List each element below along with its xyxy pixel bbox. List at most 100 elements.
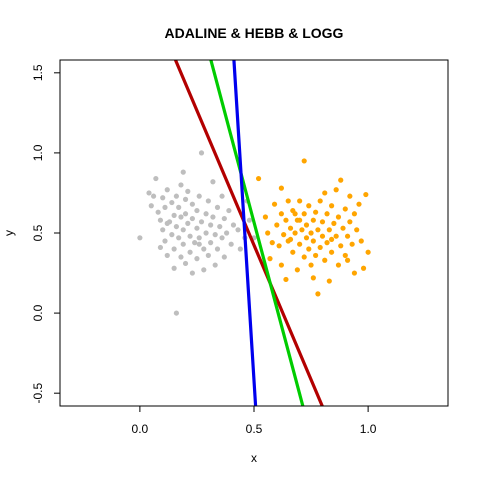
data-point-series-2 (351, 270, 358, 276)
data-point-series-2 (276, 243, 282, 249)
data-point-series-2 (306, 246, 312, 252)
data-point-series-2 (285, 198, 291, 204)
data-point-series-2 (262, 214, 269, 220)
data-point-series-1 (210, 214, 216, 220)
data-point-series-2 (308, 262, 314, 268)
data-point-series-1 (201, 246, 207, 252)
data-point-series-1 (224, 230, 230, 236)
data-point-series-2 (347, 219, 353, 225)
data-point-series-2 (356, 201, 362, 207)
data-point-series-1 (228, 241, 234, 247)
data-point-series-2 (290, 249, 296, 255)
data-point-series-1 (164, 187, 170, 193)
data-point-series-2 (308, 230, 314, 236)
data-point-series-1 (155, 209, 161, 215)
data-point-series-2 (329, 203, 335, 209)
data-point-series-2 (292, 211, 298, 217)
data-point-series-1 (203, 230, 209, 236)
data-point-series-2 (294, 267, 300, 273)
data-point-series-1 (153, 175, 159, 182)
data-point-series-2 (326, 278, 332, 284)
data-point-series-1 (178, 214, 184, 220)
data-point-series-1 (189, 270, 195, 276)
data-point-series-2 (297, 241, 303, 247)
data-point-series-2 (301, 254, 307, 260)
data-point-series-1 (205, 198, 211, 204)
data-point-series-2 (347, 193, 353, 199)
data-point-series-2 (342, 206, 348, 212)
data-point-series-2 (271, 201, 278, 207)
data-point-series-1 (226, 207, 232, 214)
data-point-series-2 (317, 244, 323, 251)
data-point-series-1 (180, 169, 186, 175)
data-point-series-1 (148, 203, 154, 209)
data-point-series-1 (137, 235, 143, 241)
data-point-series-1 (196, 241, 202, 247)
data-point-series-1 (198, 219, 205, 225)
data-point-series-2 (326, 227, 332, 233)
data-point-series-1 (185, 188, 191, 194)
data-point-series-1 (201, 267, 207, 273)
data-point-series-1 (157, 244, 164, 251)
boundary-line-1 (174, 60, 324, 406)
data-point-series-2 (331, 220, 337, 226)
data-point-series-2 (333, 233, 339, 239)
data-point-series-1 (171, 246, 177, 252)
data-point-series-1 (150, 193, 157, 199)
data-point-series-2 (358, 238, 364, 244)
data-point-series-2 (363, 191, 369, 198)
data-point-series-2 (283, 217, 289, 223)
data-point-series-1 (180, 227, 186, 233)
data-point-series-2 (315, 227, 321, 233)
data-point-series-2 (333, 187, 339, 193)
data-point-series-2 (306, 203, 312, 209)
data-point-series-2 (354, 227, 360, 233)
data-point-series-2 (324, 211, 330, 217)
data-point-series-1 (212, 232, 218, 238)
y-tick-label: 1.5 (31, 64, 45, 81)
data-point-series-1 (219, 193, 225, 199)
data-point-series-1 (208, 240, 214, 246)
data-point-series-2 (301, 158, 307, 164)
data-point-series-1 (203, 211, 209, 217)
data-point-series-2 (297, 198, 303, 204)
x-tick-label: 0.0 (132, 422, 149, 436)
data-point-series-2 (342, 252, 348, 259)
data-point-series-1 (194, 207, 200, 214)
data-point-series-2 (303, 222, 310, 228)
data-point-series-1 (214, 246, 221, 252)
data-point-series-1 (157, 217, 164, 223)
data-point-series-1 (176, 235, 182, 241)
data-point-series-2 (299, 227, 305, 233)
data-point-series-2 (324, 240, 330, 246)
data-point-series-2 (310, 238, 316, 244)
data-point-series-1 (176, 204, 182, 210)
data-point-series-2 (287, 225, 294, 231)
data-point-series-2 (281, 232, 287, 238)
data-point-series-1 (219, 235, 225, 241)
data-point-series-2 (283, 276, 289, 283)
data-point-series-2 (267, 256, 273, 262)
data-point-series-2 (255, 175, 262, 182)
data-point-series-1 (182, 260, 189, 267)
axes: 0.0 0.5 1.0 -0.5 0.0 0.5 1.0 1.5 (31, 64, 377, 436)
y-tick-label: 0.0 (31, 304, 45, 321)
data-point-series-1 (205, 252, 211, 259)
data-point-series-2 (335, 262, 342, 268)
data-point-series-2 (278, 185, 284, 191)
data-point-series-1 (214, 204, 221, 210)
data-point-series-1 (196, 193, 202, 199)
data-point-series-2 (269, 240, 275, 246)
data-point-series-1 (208, 222, 214, 228)
data-point-series-1 (160, 227, 166, 233)
data-point-series-1 (210, 179, 216, 185)
data-point-series-1 (194, 225, 200, 231)
data-point-series-2 (322, 190, 328, 196)
y-tick-label: 0.5 (31, 224, 45, 241)
data-point-series-2 (344, 257, 351, 263)
data-point-series-2 (349, 241, 355, 247)
data-point-series-2 (274, 222, 280, 228)
data-point-series-1 (169, 232, 175, 238)
